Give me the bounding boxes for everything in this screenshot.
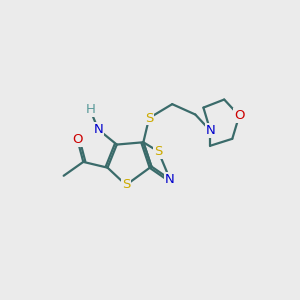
Text: N: N	[93, 123, 103, 136]
Text: N: N	[206, 124, 215, 137]
Text: S: S	[145, 112, 153, 124]
Text: S: S	[122, 178, 130, 191]
Text: H: H	[85, 103, 95, 116]
Text: S: S	[154, 145, 163, 158]
Text: O: O	[72, 134, 83, 146]
Text: O: O	[234, 109, 244, 122]
Text: N: N	[165, 173, 175, 186]
